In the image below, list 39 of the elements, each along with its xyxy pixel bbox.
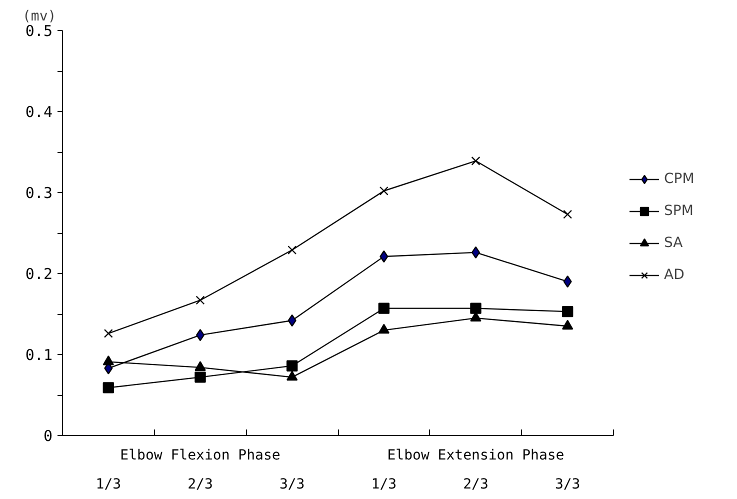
- point: [471, 246, 480, 259]
- point: [194, 372, 206, 383]
- legend-label: AD: [664, 267, 684, 283]
- point: [378, 302, 390, 314]
- point: [286, 370, 298, 381]
- x-tick-label: 2/3: [463, 476, 488, 492]
- y-tick-label: 0.3: [25, 184, 52, 202]
- point: [286, 360, 298, 372]
- point: [563, 210, 572, 219]
- point: [563, 276, 572, 288]
- legend-label: CPM: [664, 171, 694, 187]
- text: Elbow Extension Phase: [387, 448, 564, 464]
- point: [102, 355, 114, 366]
- x-tick-label: 3/3: [554, 476, 580, 492]
- y-tick-label: 0.4: [25, 103, 52, 121]
- y-axis-title: (mv): [22, 8, 56, 24]
- point: [196, 296, 205, 305]
- x-tick-label: 3/3: [279, 476, 305, 492]
- point: [379, 186, 388, 196]
- x-tick-label: 1/3: [96, 476, 122, 492]
- y-tick-label: 0.5: [25, 22, 52, 40]
- x-tick-label: 2/3: [188, 476, 213, 492]
- legend-label: SA: [664, 235, 684, 251]
- point: [470, 302, 482, 314]
- x-tick-label: 1/3: [371, 476, 397, 492]
- legend-label: SPM: [664, 203, 694, 219]
- text: Elbow Flexion Phase: [120, 448, 280, 464]
- point: [104, 328, 113, 338]
- point: [562, 320, 574, 330]
- point: [562, 306, 574, 318]
- point: [288, 246, 297, 254]
- point: [102, 382, 114, 394]
- point: [196, 328, 205, 342]
- y-tick-label: 0.2: [25, 265, 52, 283]
- y-tick-label: 0.1: [25, 346, 52, 364]
- point: [378, 324, 390, 334]
- y-tick-label: 0: [43, 427, 52, 445]
- point: [194, 361, 206, 371]
- point: [471, 156, 480, 166]
